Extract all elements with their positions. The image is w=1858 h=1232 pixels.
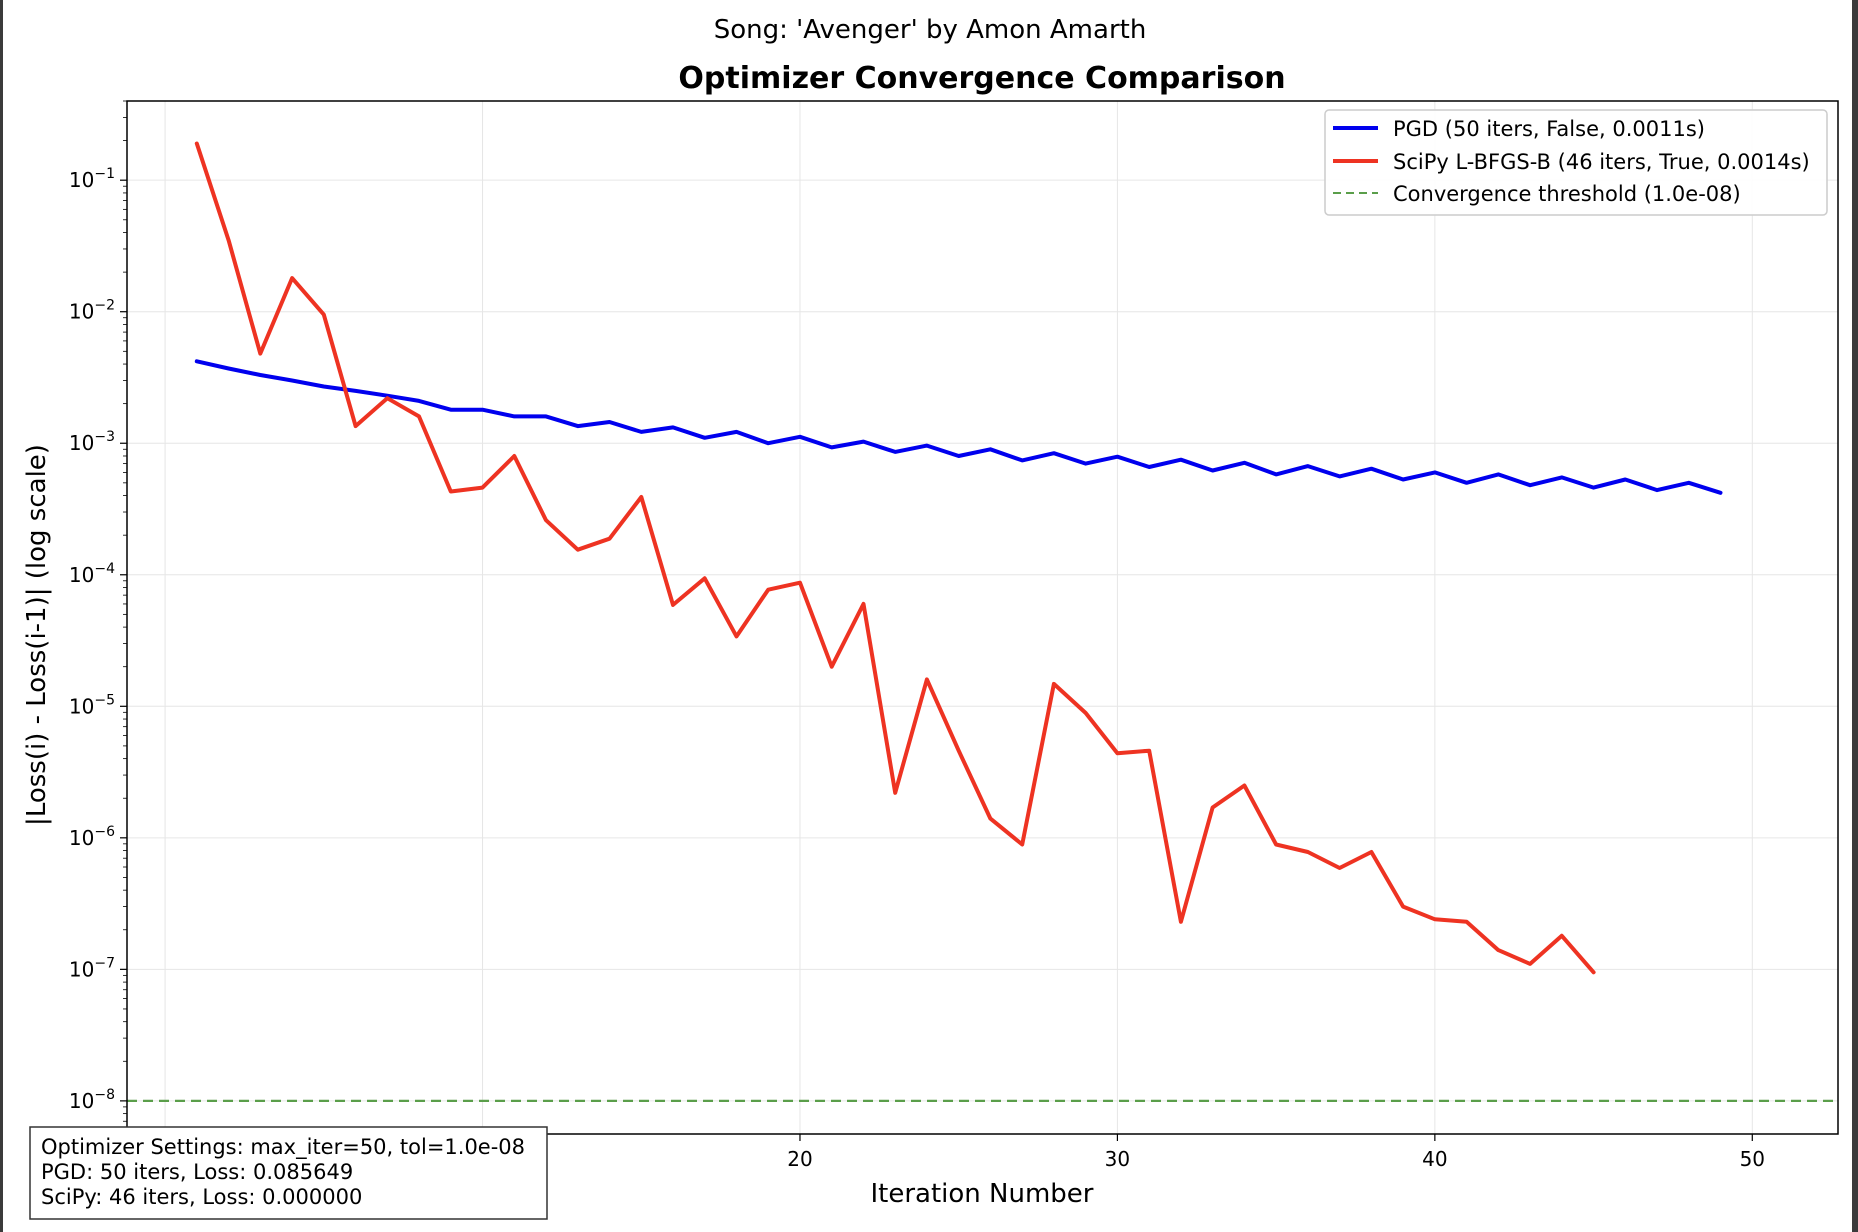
optimizer-info-box: Optimizer Settings: max_iter=50, tol=1.0… [29,1126,548,1220]
y-tick-label: 10−8 [69,1087,115,1113]
window-left-edge [0,0,3,1232]
legend-label-threshold: Convergence threshold (1.0e-08) [1393,182,1741,206]
legend-box [1324,109,1828,216]
plot-frame [126,100,1839,1135]
y-tick-label: 10−6 [69,824,115,850]
info-line-scipy: SciPy: 46 iters, Loss: 0.000000 [41,1185,362,1209]
info-box-frame [29,1126,548,1220]
x-axis-label: Iteration Number [871,1179,1094,1209]
legend-label-pgd: PGD (50 iters, False, 0.0011s) [1393,117,1705,141]
chart-title: Optimizer Convergence Comparison [678,61,1285,96]
scipy-series-line [194,141,1596,975]
y-tick-label: 10−5 [69,692,115,718]
chart-suptitle: Song: 'Avenger' by Amon Amarth [714,15,1147,45]
info-line-settings: Optimizer Settings: max_iter=50, tol=1.0… [41,1135,525,1160]
y-tick-label: 10−7 [69,955,115,981]
window-right-edge [1852,0,1858,1232]
x-tick-label: 30 [1105,1147,1130,1171]
y-tick-label: 10−4 [69,561,115,587]
x-tick-label: 20 [787,1147,812,1171]
x-tick-label: 50 [1740,1147,1765,1171]
legend: PGD (50 iters, False, 0.0011s) SciPy L-B… [1324,109,1828,216]
x-tick-label: 40 [1422,1147,1447,1171]
y-axis-ticks: 10−8 10−7 10−6 10−5 10−4 10−3 10−2 10−1 [69,100,127,1131]
info-line-pgd: PGD: 50 iters, Loss: 0.085649 [41,1160,353,1184]
pgd-series-line [194,359,1723,495]
y-tick-label: 10−2 [69,298,115,324]
y-axis-label: |Loss(i) - Loss(i-1)| (log scale) [22,444,52,826]
y-tick-label: 10−1 [69,166,115,192]
y-tick-label: 10−3 [69,429,115,455]
grid [127,101,1838,1134]
legend-label-scipy: SciPy L-BFGS-B (46 iters, True, 0.0014s) [1393,150,1810,174]
series-layer [194,141,1723,975]
